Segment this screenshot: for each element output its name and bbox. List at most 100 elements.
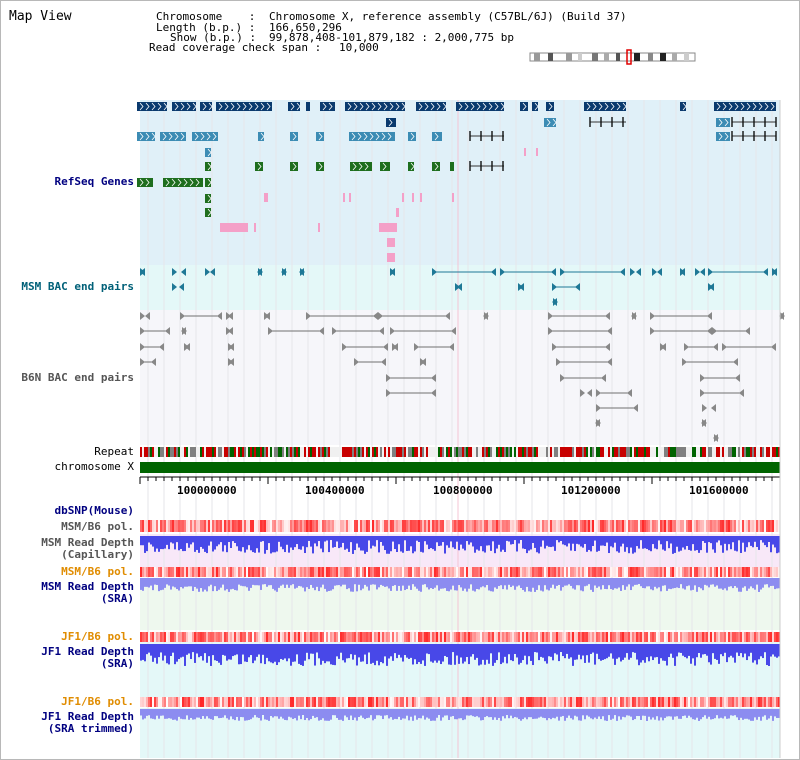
msm-depth-cap-bar: [432, 536, 434, 550]
jf1-depth-sra-bar: [258, 644, 260, 655]
jf1-depth-trim-bar: [160, 709, 162, 716]
bac-end-marker: [185, 343, 190, 351]
repeat-segment: [640, 447, 642, 457]
msm-b6-pol-label-2[interactable]: MSM/B6 pol.: [61, 565, 134, 578]
jf1-b6-pol-strip-1: [244, 632, 246, 642]
repeat-segment: [428, 447, 430, 457]
msm-b6-pol-strip-1: [352, 520, 354, 532]
jf1-depth-trim-bar: [532, 709, 534, 719]
msm-b6-pol-strip-2: [260, 567, 262, 577]
jf1-depth-sra-bar: [694, 644, 696, 666]
jf1-depth-sra-label-2[interactable]: (SRA): [100, 657, 134, 670]
jf1-depth-trim-bar: [500, 709, 502, 721]
jf1-b6-pol-strip-2: [338, 697, 340, 707]
jf1-b6-pol-strip-2: [664, 697, 666, 707]
jf1-b6-pol-strip-1: [738, 632, 740, 642]
jf1-b6-pol-strip-1: [192, 632, 194, 642]
msm-depth-sra-label-2[interactable]: (SRA): [100, 592, 134, 605]
msm-b6-pol-strip-2: [160, 567, 162, 577]
msm-b6-pol-strip-1: [518, 520, 520, 532]
msm-b6-pol-strip-1: [380, 520, 382, 532]
msm-depth-sra-label-1[interactable]: MSM Read Depth: [41, 580, 134, 593]
jf1-b6-pol-strip-1: [744, 632, 746, 642]
jf1-b6-pol-strip-1: [658, 632, 660, 642]
jf1-depth-trim-bar: [228, 709, 230, 720]
msm-depth-cap-bar: [486, 536, 488, 546]
jf1-depth-sra-bar: [772, 644, 774, 655]
msm-b6-pol-strip-1: [282, 520, 284, 532]
jf1-depth-sra-bar: [724, 644, 726, 653]
msm-b6-pol-label-1[interactable]: MSM/B6 pol.: [61, 520, 134, 533]
jf1-depth-trim-label-2[interactable]: (SRA trimmed): [47, 722, 134, 735]
msm-depth-sra-bar: [268, 578, 270, 586]
msm-b6-pol-strip-1: [406, 520, 408, 532]
msm-depth-sra-bar: [240, 578, 242, 586]
jf1-b6-pol-strip-2: [754, 697, 756, 707]
jf1-depth-trim-bar: [580, 709, 582, 721]
repeat-segment: [348, 447, 350, 457]
dbsnp-label[interactable]: dbSNP(Mouse): [54, 504, 134, 517]
msm-bac-label[interactable]: MSM BAC end pairs: [21, 280, 134, 293]
msm-b6-pol-strip-2: [756, 567, 758, 577]
jf1-depth-sra-bar: [148, 644, 150, 653]
repeat-segment: [760, 447, 762, 457]
jf1-b6-pol-strip-2: [448, 697, 450, 707]
jf1-depth-sra-bar: [446, 644, 448, 658]
msm-depth-cap-bar: [688, 536, 690, 550]
jf1-b6-pol-strip-1: [504, 632, 506, 642]
msm-b6-pol-strip-2: [170, 567, 172, 577]
msm-b6-pol-strip-2: [592, 567, 594, 577]
repeat-segment: [308, 447, 310, 457]
jf1-depth-trim-bar: [424, 709, 426, 720]
jf1-b6-pol-strip-1: [592, 632, 594, 642]
jf1-b6-pol-strip-2: [254, 697, 256, 707]
jf1-b6-pol-strip-2: [720, 697, 722, 707]
jf1-depth-sra-bar: [348, 644, 350, 659]
jf1-depth-sra-label-1[interactable]: JF1 Read Depth: [41, 645, 134, 658]
msm-b6-pol-strip-2: [450, 567, 452, 577]
msm-depth-cap-bar: [196, 536, 198, 550]
msm-b6-pol-strip-1: [464, 520, 466, 532]
msm-depth-cap-bar: [572, 536, 574, 544]
msm-b6-pol-strip-1: [180, 520, 182, 532]
jf1-b6-pol-label-2[interactable]: JF1/B6 pol.: [61, 695, 134, 708]
jf1-b6-pol-strip-2: [472, 697, 474, 707]
msm-b6-pol-strip-1: [574, 520, 576, 532]
jf1-b6-pol-strip-1: [742, 632, 744, 642]
jf1-b6-pol-strip-1: [510, 632, 512, 642]
b6n-bac-label[interactable]: B6N BAC end pairs: [21, 371, 134, 384]
jf1-b6-pol-strip-1: [620, 632, 622, 642]
msm-depth-cap-bar: [672, 536, 674, 554]
bac-end-marker: [445, 312, 450, 320]
jf1-depth-trim-bar: [274, 709, 276, 717]
jf1-b6-pol-strip-1: [466, 632, 468, 642]
msm-b6-pol-strip-1: [642, 520, 644, 532]
msm-depth-cap-label-2[interactable]: (Capillary): [61, 548, 134, 561]
msm-depth-cap-bar: [402, 536, 404, 553]
msm-b6-pol-strip-2: [236, 567, 238, 577]
jf1-depth-sra-bar: [512, 644, 514, 662]
msm-b6-pol-strip-1: [270, 520, 272, 532]
jf1-depth-sra-bar: [174, 644, 176, 665]
msm-depth-sra-bar: [306, 578, 308, 588]
gene-strand-arrow: [186, 102, 191, 111]
msm-depth-sra-bar: [354, 578, 356, 585]
repeat-segment: [328, 447, 330, 457]
jf1-depth-sra-bar: [626, 644, 628, 654]
msm-b6-pol-strip-1: [184, 520, 186, 532]
msm-depth-cap-bar: [538, 536, 540, 554]
msm-depth-sra-bar: [616, 578, 618, 589]
jf1-b6-pol-label-1[interactable]: JF1/B6 pol.: [61, 630, 134, 643]
refseq-genes-label[interactable]: RefSeq Genes: [54, 175, 134, 188]
msm-b6-pol-strip-1: [378, 520, 380, 532]
msm-depth-sra-bar: [482, 578, 484, 587]
msm-depth-cap-label-1[interactable]: MSM Read Depth: [41, 536, 134, 549]
msm-depth-sra-bar: [344, 578, 346, 585]
msm-b6-pol-strip-1: [166, 520, 168, 532]
jf1-b6-pol-strip-2: [440, 697, 442, 707]
jf1-depth-sra-bar: [310, 644, 312, 654]
jf1-depth-trim-label-1[interactable]: JF1 Read Depth: [41, 710, 134, 723]
msm-b6-pol-strip-1: [718, 520, 720, 532]
jf1-b6-pol-strip-1: [434, 632, 436, 642]
jf1-depth-sra-bar: [204, 644, 206, 654]
